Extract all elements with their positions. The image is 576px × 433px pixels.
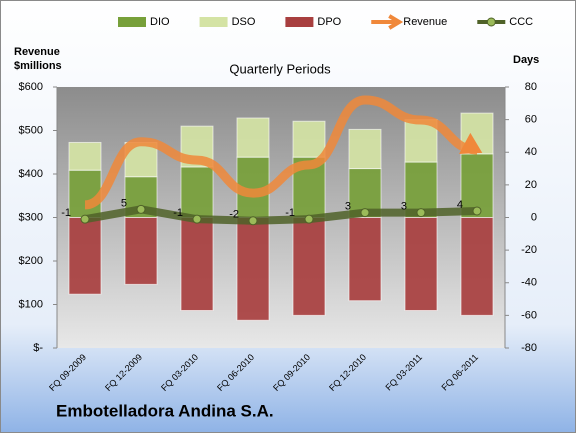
ccc-marker: [472, 206, 482, 216]
bar: [68, 141, 102, 171]
bar: [68, 169, 102, 219]
data-label: 3: [401, 201, 407, 213]
bar: [236, 117, 270, 158]
chart-title: Quarterly Periods: [229, 61, 331, 76]
bar: [236, 217, 270, 321]
bar: [404, 119, 438, 163]
bar: [348, 128, 382, 170]
legend-label: DPO: [317, 16, 341, 28]
ccc-marker: [304, 214, 314, 224]
y2-tick-label: 80: [525, 81, 537, 93]
bar: [292, 120, 326, 158]
data-label: -1: [285, 207, 295, 219]
bar: [404, 217, 438, 311]
y2-tick-label: 0: [531, 211, 537, 223]
legend-swatch: [285, 17, 314, 27]
legend-swatch: [371, 14, 404, 30]
ccc-marker: [360, 208, 370, 218]
legend-swatch: [486, 17, 496, 27]
footer: Embotelladora Andina S.A.: [56, 401, 274, 420]
y-tick-label: $500: [19, 124, 43, 136]
data-label: -1: [61, 207, 71, 219]
y2-tick-label: -60: [521, 309, 537, 321]
y-tick-label: $-: [33, 342, 43, 354]
y2-axis-label: Days: [513, 54, 539, 66]
y2-tick-label: -80: [521, 342, 537, 354]
y2-tick-label: -40: [521, 277, 537, 289]
ccc-marker: [192, 214, 202, 224]
bar: [180, 217, 214, 311]
y-axis-label: $millions: [14, 60, 62, 72]
y2-tick-label: 20: [525, 179, 537, 191]
bar: [292, 217, 326, 316]
bar: [460, 217, 494, 316]
bar: [348, 217, 382, 302]
ccc-line: [84, 205, 478, 225]
legend-label: CCC: [509, 16, 533, 28]
y-tick-label: $600: [19, 81, 43, 93]
legend-label: Revenue: [403, 16, 447, 28]
ccc-marker: [248, 216, 258, 226]
legend-label: DSO: [232, 16, 256, 28]
data-label: -2: [229, 209, 239, 221]
y-tick-label: $400: [19, 168, 43, 180]
y2-tick-label: 60: [525, 114, 537, 126]
legend-swatch: [118, 17, 146, 27]
bar: [180, 166, 214, 218]
ccc-marker: [136, 204, 146, 214]
data-label: 5: [121, 197, 127, 209]
ccc-marker: [80, 214, 90, 224]
arrow-head: [458, 132, 483, 155]
data-label: 4: [457, 199, 463, 211]
y-axis-label: Revenue: [14, 46, 60, 58]
bar: [68, 217, 102, 295]
legend-label: DIO: [150, 16, 170, 28]
y2-tick-label: 40: [525, 146, 537, 158]
y-tick-label: $100: [19, 298, 43, 310]
y2-tick-label: -20: [521, 244, 537, 256]
ccc-marker: [416, 208, 426, 218]
data-label: 3: [345, 201, 351, 213]
revenue-line: [84, 95, 478, 210]
y-tick-label: $200: [19, 255, 43, 267]
data-label: -1: [173, 207, 183, 219]
legend-swatch: [199, 17, 228, 27]
bar: [124, 217, 158, 285]
y-tick-label: $300: [19, 211, 43, 223]
